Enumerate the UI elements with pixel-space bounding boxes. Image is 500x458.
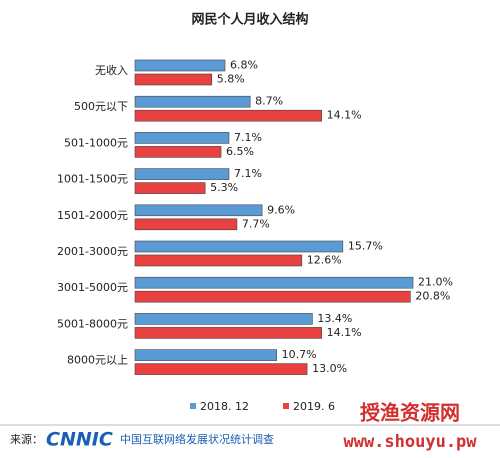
watermark-url: www.shouyu.pw xyxy=(343,432,477,452)
bar xyxy=(134,59,226,72)
data-label: 7.7% xyxy=(242,217,270,230)
data-label: 12.6% xyxy=(307,254,342,267)
source: 中国互联网络发展状况统计调查 xyxy=(120,432,274,446)
y-tick-label: 500元以下 xyxy=(74,100,128,113)
data-label: 8.7% xyxy=(255,95,283,108)
bar xyxy=(134,313,313,325)
source-label: 来源： xyxy=(10,432,43,446)
data-label: 5.8% xyxy=(217,73,245,86)
data-label: 20.8% xyxy=(415,290,450,303)
watermark-name: 授渔资源网 xyxy=(360,401,460,425)
bar xyxy=(134,168,230,180)
bar xyxy=(134,73,213,86)
data-label: 7.1% xyxy=(234,131,262,144)
legend-swatch xyxy=(190,403,196,409)
legend-swatch xyxy=(283,403,289,409)
y-tick-label: 5001-8000元 xyxy=(57,317,128,330)
y-tick-label: 1001-1500元 xyxy=(57,173,128,186)
bar xyxy=(134,290,411,303)
data-label: 15.7% xyxy=(348,240,383,253)
y-tick-label: 3001-5000元 xyxy=(57,281,128,294)
bar xyxy=(134,363,308,375)
data-label: 13.0% xyxy=(312,362,347,375)
bar xyxy=(134,109,322,122)
bar xyxy=(134,95,251,108)
bar xyxy=(134,218,238,231)
bar xyxy=(134,327,322,339)
y-tick-label: 8000元以上 xyxy=(67,354,128,367)
bar xyxy=(134,204,263,217)
data-label: 6.5% xyxy=(226,145,254,158)
data-label: 9.6% xyxy=(267,203,295,216)
bar xyxy=(134,132,230,144)
bar xyxy=(134,146,222,158)
data-label: 14.1% xyxy=(327,109,362,122)
bar xyxy=(134,254,303,267)
data-label: 13.4% xyxy=(317,312,352,325)
data-label: 10.7% xyxy=(282,348,317,361)
bar xyxy=(134,182,206,194)
data-label: 14.1% xyxy=(327,326,362,339)
legend-label: 2018. 12 xyxy=(200,400,249,413)
data-label: 6.8% xyxy=(230,59,258,72)
y-tick-label: 501-1000元 xyxy=(64,136,128,149)
data-label: 7.1% xyxy=(234,167,262,180)
chart-title: 网民个人月收入结构 xyxy=(191,12,308,28)
bar xyxy=(134,276,414,289)
legend-label: 2019. 6 xyxy=(293,400,335,413)
data-label: 21.0% xyxy=(418,276,453,289)
data-label: 5.3% xyxy=(210,181,238,194)
bar xyxy=(134,240,344,253)
y-tick-label: 无收入 xyxy=(95,63,128,77)
y-tick-label: 2001-3000元 xyxy=(57,245,128,258)
y-tick-label: 1501-2000元 xyxy=(57,209,128,222)
logo: CNNIC xyxy=(46,429,113,451)
bar xyxy=(134,349,277,361)
